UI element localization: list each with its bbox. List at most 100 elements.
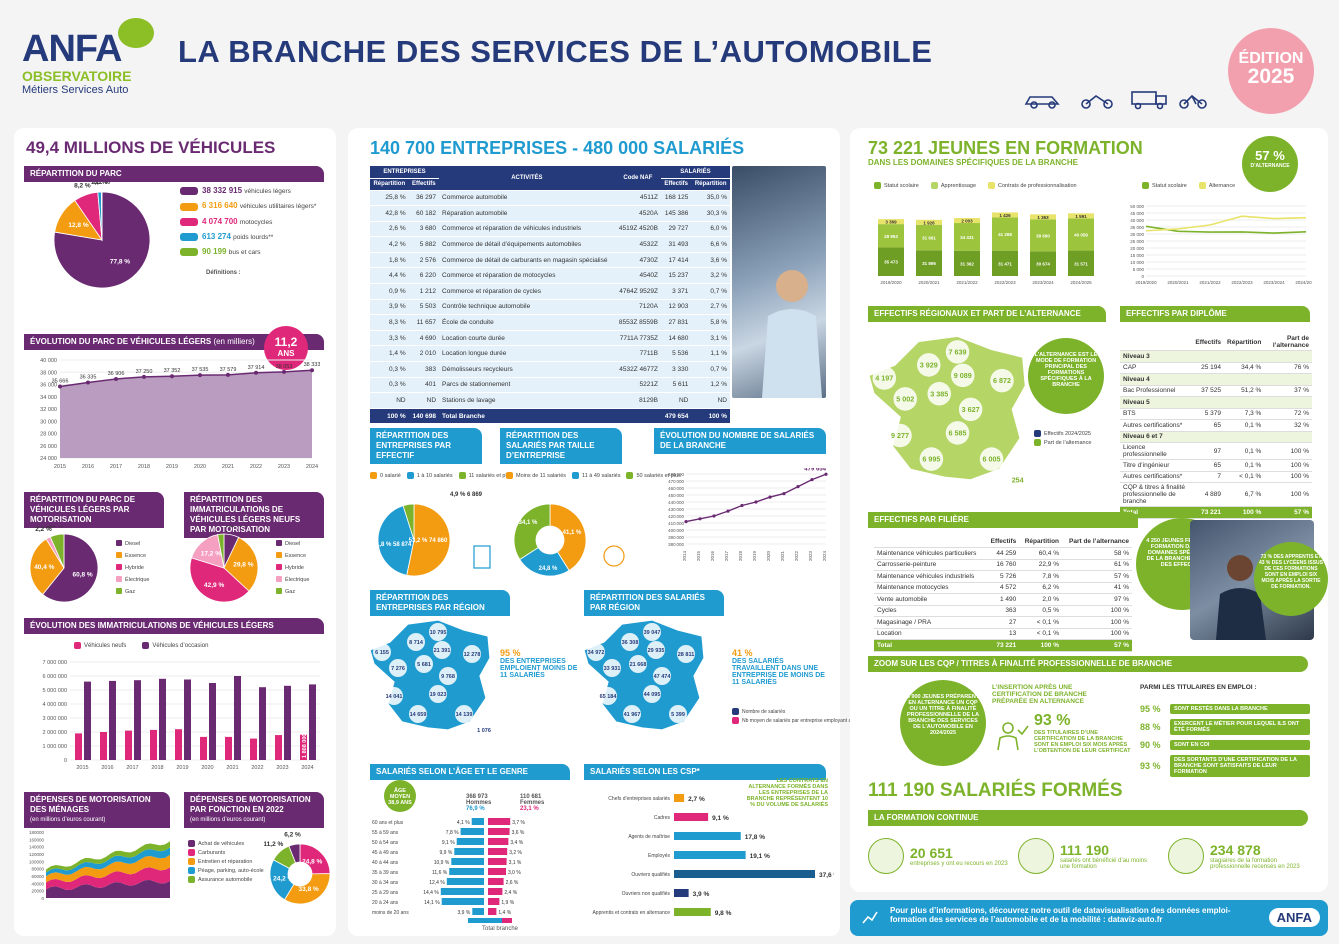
eff-reg-band: EFFECTIFS RÉGIONAUX ET PART DE L’ALTERNA… [868,306,1106,322]
table-cell: 140 698 [408,408,440,425]
table-cell: 4,4 % [370,267,409,285]
csp-bar [674,908,711,916]
alternance-bubble: L’ALTERNANCE EST LE MODE DE FORMATION PR… [1028,338,1104,414]
jeunes-bar-seg [878,224,904,248]
x-tick: 2017 [110,464,122,470]
legend-eff: 0 salarié 1 à 10 salariés 11 salariés et p… [370,472,513,481]
salaries-point [768,495,772,499]
parc-item: 4 074 700 motocycles [180,217,330,226]
motor-legend-swatch [276,540,282,546]
diplome-cell: < 0,1 % [1224,471,1265,483]
people-icon [603,545,625,567]
table-cell: 5,8 % [691,314,730,331]
entreprises-title: 140 700 ENTREPRISES - 480 000 SALARIÉS [370,138,745,158]
titulaire-row: 90 % SONT EN CDI [1140,740,1310,750]
map-form-bubble [917,353,941,377]
men-pct: 9,9 % [440,850,453,856]
map-sal-bubble [669,705,687,723]
rep-sal-pie: 41,1 % 24,8 % 34,1 % [513,503,625,577]
parc-item: 6 316 640 véhicules utilitaires légers* [180,201,330,211]
diplome-cell: 51,2 % [1224,385,1265,397]
table-cell: 4540Z [614,267,661,285]
footer-banner[interactable]: Pour plus d’informations, découvrez notr… [850,900,1328,936]
men-pct: 7,8 % [446,830,459,836]
table-row: 1,4 % 2 010 Location longue durée 7711B 5 53… [370,345,730,363]
alternance-label: D’ALTERNANCE [1250,163,1290,169]
parc-line [59,369,313,388]
table-cell: 0,7 % [691,361,730,378]
y-tick: 180000 [29,830,45,835]
y-tick: 15 000 [1130,253,1144,258]
jeunes-line [1145,225,1307,234]
motor-legend-text: Gaz [285,589,295,595]
map-form-value: 6 995 [922,455,940,464]
formation-title: 73 221 JEUNES EN FORMATION [868,138,1143,158]
stagiaire-icon [1168,838,1204,874]
filiere-row: Maintenance véhicules industriels 5 726 7,… [874,570,1132,583]
table-cell: Commerce et réparation de cycles [439,283,615,300]
parc-point-label: 38 333 [304,362,320,368]
parc-item-num: 4 074 700 [202,216,240,226]
jeunes-bar-seg [1068,250,1094,276]
immat-bar [175,729,182,760]
table-cell: 36 297 [408,190,440,207]
x-tick: 2020 [766,550,771,561]
immat-legend: Véhicules neufs Véhicules d’occasion [74,642,208,651]
men-pct: 3,9 % [458,910,471,916]
th-salaries: SALARIÉS [660,166,730,179]
jeunes-bar-label: 31 362 [960,261,974,266]
diplome-cell: 100 % [1264,471,1312,483]
y-tick: 100000 [29,859,45,864]
dip-corner [1120,334,1193,351]
jeunes-bar-label: 1 926 [923,220,935,225]
depenses-title-2: DÉPENSES DE MOTORISATION PAR FONCTION EN… [190,795,311,814]
map-form-value: 9 089 [954,371,972,380]
y-tick: 470 000 [668,479,684,484]
salaries-point [824,472,828,476]
legend-eff-swatch [406,472,414,479]
y-tick: 5 000 000 [43,688,67,694]
region-ent-txt: DES ENTREPRISES EMPLOIENT MOINS DE 11 SA… [500,658,578,679]
rep-ent-pie-slice [402,503,415,541]
salaries-point [712,514,716,518]
motor-legend-text: Hybride [285,565,304,571]
femmes-pct: 23,1 % [520,806,539,812]
table-cell: 0,3 % [370,377,409,394]
logo-swoosh-icon [118,18,154,48]
csp-label: Employés [648,853,670,859]
x-tick: 2015 [696,550,701,561]
cqp-bubble: 4 900 JEUNES PRÉPARENT EN ALTERNANCE UN … [900,680,986,766]
motor-pie1-slice [49,533,65,569]
x-tick: 2022 [250,464,262,470]
diplome-cell: 6,7 % [1224,482,1265,507]
insertion-pct: 93 % [1034,712,1071,729]
filiere-total-cell: 100 % [1019,639,1063,652]
csp-value: 9,1 % [712,815,729,822]
jeunes-bar-seg [954,218,980,224]
map-legend-swatch [1034,430,1041,437]
filiere-row: Magasinage / PRA 27 < 0,1 % 100 % [874,616,1132,629]
diplome-cell [1224,431,1265,443]
filiere-th: Effectifs [985,536,1020,548]
th-eff-ent: Effectifs [408,178,440,191]
table-cell: 42,8 % [370,205,409,222]
rep-ent-pie-slice [377,505,415,576]
hommes-pct: 76,9 % [466,806,485,812]
region-sal-stat: 41 % DES SALARIÉS TRAVAILLENT DANS UNE E… [732,648,828,686]
depenses-legend-item: Achat de véhicules [188,840,268,847]
women-pct: 3,6 % [512,830,525,836]
entreprises-panel: 140 700 ENTREPRISES - 480 000 SALARIÉS E… [348,128,892,936]
table-cell: Location courte durée [439,330,615,347]
map-legend: Effectifs 2024/2025 Part de l’alternance [1034,430,1114,448]
x-tick: 2016 [101,765,113,771]
immat-chart: 7 000 000 6 000 000 5 000 000 4 000 000 3 00… [43,660,320,771]
table-cell: ND [370,392,409,409]
y-tick: 0 [1141,274,1144,279]
rep-sal-pie-slice [519,547,570,577]
parc-item: 38 332 915 véhicules légers [180,186,330,196]
table-cell: 35,0 % [691,190,730,207]
depenses-band-2: DÉPENSES DE MOTORISATION PAR FONCTION EN… [184,792,324,828]
diplome-cell [1192,373,1225,386]
filiere-row: Carrosserie-peinture 16 760 22,9 % 61 % [874,559,1132,571]
x-tick: 2023/2024 [1032,280,1054,285]
